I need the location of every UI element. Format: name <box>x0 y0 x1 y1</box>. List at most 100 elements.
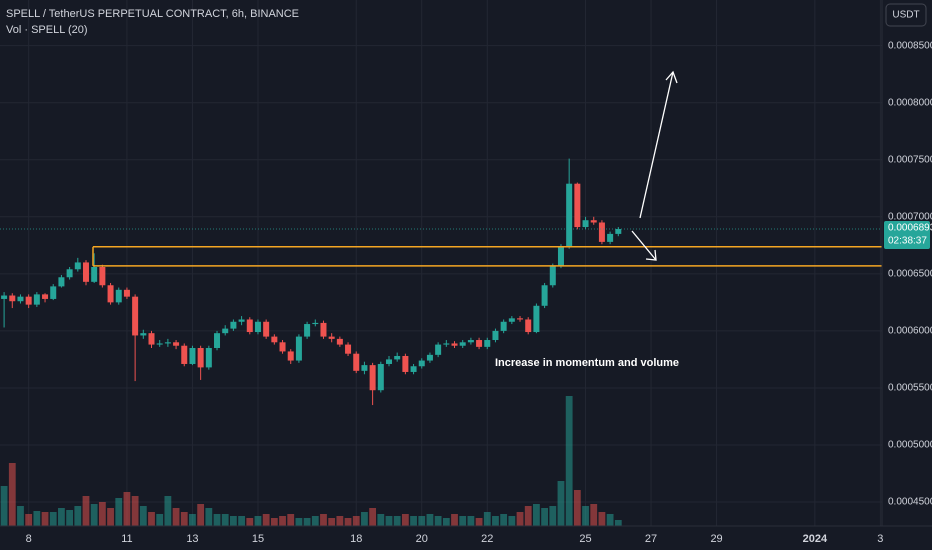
volume-bar <box>369 508 377 526</box>
candle-body <box>156 343 163 345</box>
candle-body <box>508 318 515 322</box>
volume-bar <box>197 504 205 526</box>
x-tick-label: 25 <box>579 533 591 545</box>
volume-bar <box>131 496 139 526</box>
y-tick-label: 0.0008000 <box>888 97 932 108</box>
arrow-down <box>631 230 657 261</box>
candle-body <box>451 343 458 346</box>
candle-body <box>517 318 524 320</box>
candle-body <box>459 342 466 346</box>
candle-body <box>369 365 376 391</box>
volume-bar <box>66 510 74 526</box>
candle-body <box>1 295 8 299</box>
candle-body <box>279 342 286 352</box>
volume-bar <box>172 508 180 526</box>
volume-bar <box>573 490 581 526</box>
volume-bar <box>123 492 131 526</box>
volume-bar <box>483 512 491 526</box>
candle-body <box>33 294 40 305</box>
volume-bar <box>0 486 8 526</box>
volume-bar <box>90 504 98 526</box>
x-tick-label: 20 <box>416 533 428 545</box>
volume-bar <box>311 516 319 526</box>
volume-bar <box>205 508 213 526</box>
volume-bar <box>459 516 467 526</box>
candle-body <box>222 328 229 334</box>
candle-body <box>50 286 57 299</box>
volume-bar <box>393 516 401 526</box>
candle-body <box>361 365 368 371</box>
candle-body <box>107 285 114 303</box>
volume-bar <box>270 518 278 526</box>
volume-title: Vol · SPELL (20) <box>6 24 88 36</box>
candle-body <box>304 324 311 337</box>
candle-body <box>353 353 360 371</box>
volume-bar <box>352 516 360 526</box>
candle-body <box>271 336 278 343</box>
candle-body <box>181 345 188 364</box>
candle-body <box>385 359 392 364</box>
volume-bar <box>533 504 540 526</box>
x-tick-label: 18 <box>350 533 362 545</box>
candle-body <box>164 342 171 344</box>
volume-bar <box>213 514 221 526</box>
candle-body <box>500 321 507 331</box>
candle-body <box>9 295 16 302</box>
volume-bar <box>410 516 417 526</box>
candle-body <box>74 262 81 270</box>
volume-bar <box>221 514 229 526</box>
candles <box>1 158 622 406</box>
x-tick-label: 3 <box>877 533 883 545</box>
y-tick-label: 0.0007500 <box>888 154 932 165</box>
currency-button[interactable] <box>885 3 927 27</box>
arrow-up <box>639 71 674 219</box>
axes: 0.0004500 0.0005000 0.0005500 0.0006000 0.00… <box>26 40 932 545</box>
volume-bar <box>516 512 524 526</box>
candle-body <box>173 342 180 346</box>
candle-body <box>615 228 622 234</box>
volume-bar <box>549 506 557 526</box>
volume-bar <box>148 512 155 526</box>
volume-bar <box>557 481 565 526</box>
volume-bar <box>344 518 352 526</box>
volume-bar <box>467 516 475 526</box>
volume-bar <box>33 511 41 526</box>
candle-body <box>418 360 425 367</box>
volume-bar <box>49 512 57 526</box>
candle-body <box>443 343 450 345</box>
volume-bar <box>180 512 188 526</box>
volume-bar <box>590 504 598 526</box>
candle-body <box>426 354 433 361</box>
volume-bar <box>164 496 172 526</box>
volume-bar <box>254 516 262 526</box>
currency-label[interactable]: USDT <box>892 10 919 21</box>
y-tick-label: 0.0007000 <box>888 211 932 222</box>
candle-body <box>582 220 589 228</box>
volume-bar <box>377 514 385 526</box>
volume-bar <box>451 514 458 526</box>
volume-bar <box>98 502 106 526</box>
y-tick-label: 0.0006500 <box>888 268 932 279</box>
volume-bar <box>418 516 426 526</box>
volume-bar <box>8 463 16 526</box>
x-tick-label: 8 <box>26 533 32 545</box>
arrow-up-head <box>665 70 678 84</box>
x-tick-label: 11 <box>121 533 132 545</box>
candle-body <box>230 321 237 329</box>
x-tick-label: 15 <box>252 533 264 545</box>
x-tick-label: 13 <box>186 533 198 545</box>
candle-body <box>123 289 130 297</box>
candle-body <box>410 366 417 372</box>
candle-body <box>287 351 294 361</box>
volume-bar <box>336 516 344 526</box>
volume-bar <box>238 516 245 526</box>
volume-bar <box>74 506 82 526</box>
candle-body <box>525 319 532 333</box>
volume-bar <box>434 516 442 526</box>
candle-body <box>467 340 474 343</box>
volume-bar <box>82 496 90 526</box>
candle-body <box>214 333 221 349</box>
volume-bar <box>598 512 606 526</box>
last-price-label: 0.0006893 <box>888 223 932 234</box>
candle-body <box>312 322 319 325</box>
